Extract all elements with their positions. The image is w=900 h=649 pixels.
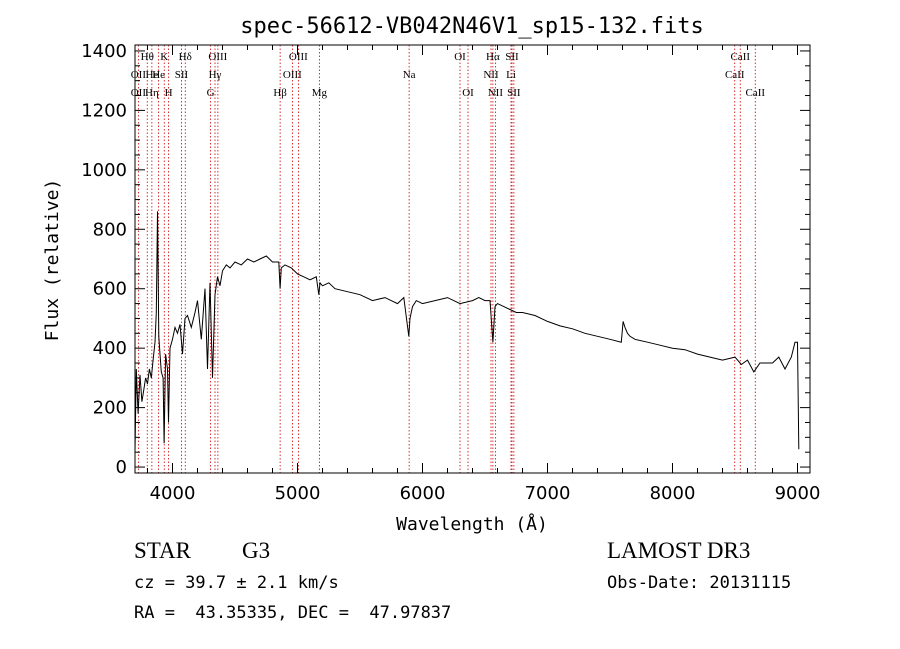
x-tick-label-6000: 6000 bbox=[400, 483, 446, 504]
survey-name: LAMOST DR3 bbox=[607, 538, 751, 563]
line-label-12: G bbox=[207, 87, 215, 99]
y-axis-ticks: 0 200 400 600 800 1000 1200 1400 bbox=[81, 41, 810, 478]
y-tick-label-600: 600 bbox=[93, 279, 127, 300]
coordinates: RA = 43.35335, DEC = 47.97837 bbox=[134, 603, 452, 623]
line-label-26: CaII bbox=[730, 51, 750, 63]
line-label-8: Hδ bbox=[179, 51, 192, 63]
line-label-13: Hβ bbox=[273, 87, 287, 99]
line-label-23: SII bbox=[505, 51, 519, 63]
x-tick-label-9000: 9000 bbox=[775, 483, 821, 504]
line-label-17: Na bbox=[403, 69, 416, 81]
line-label-24: Li bbox=[506, 69, 516, 81]
line-label-9: SII bbox=[175, 69, 189, 81]
line-label-10: OIII bbox=[208, 51, 227, 63]
line-label-21: NII bbox=[483, 69, 499, 81]
line-label-18: OI bbox=[454, 51, 466, 63]
line-label-15: OIII bbox=[283, 69, 302, 81]
y-tick-label-1200: 1200 bbox=[81, 100, 127, 121]
line-label-14: OIII bbox=[289, 51, 308, 63]
spectral-subclass: G3 bbox=[242, 538, 271, 563]
y-tick-label-400: 400 bbox=[93, 338, 127, 359]
line-label-28: CaII bbox=[745, 87, 765, 99]
line-label-6: He bbox=[152, 69, 165, 81]
object-type: STAR bbox=[134, 538, 191, 563]
x-axis-title: Wavelength (Å) bbox=[396, 513, 548, 535]
y-tick-label-200: 200 bbox=[93, 398, 127, 419]
line-label-1: OII bbox=[131, 69, 147, 81]
observation-date: Obs-Date: 20131115 bbox=[607, 573, 792, 593]
x-tick-label-8000: 8000 bbox=[650, 483, 696, 504]
line-label-2: OII bbox=[131, 87, 147, 99]
y-axis-title: Flux (relative) bbox=[42, 179, 63, 342]
spectral-line-markers bbox=[137, 45, 756, 473]
line-label-4: Hη bbox=[145, 87, 159, 99]
plot-frame bbox=[134, 44, 811, 474]
line-label-25: SII bbox=[507, 87, 521, 99]
y-tick-label-1000: 1000 bbox=[81, 160, 127, 181]
line-label-5: K bbox=[160, 51, 168, 63]
redshift-velocity: cz = 39.7 ± 2.1 km/s bbox=[134, 573, 339, 593]
line-label-16: Mg bbox=[312, 87, 328, 99]
y-tick-label-800: 800 bbox=[93, 219, 127, 240]
x-tick-label-4000: 4000 bbox=[150, 483, 196, 504]
y-tick-label-1400: 1400 bbox=[81, 41, 127, 62]
y-tick-label-0: 0 bbox=[116, 457, 127, 478]
chart-title: spec-56612-VB042N46V1_sp15-132.fits bbox=[240, 14, 704, 39]
line-label-20: Hα bbox=[486, 51, 500, 63]
line-label-0: Hθ bbox=[141, 51, 154, 63]
line-label-19: OI bbox=[462, 87, 474, 99]
x-axis-ticks: 4000 5000 6000 7000 8000 9000 bbox=[147, 45, 821, 504]
line-label-3: He bbox=[145, 69, 158, 81]
line-label-7: H bbox=[165, 87, 173, 99]
x-tick-label-7000: 7000 bbox=[525, 483, 571, 504]
spectrum-series-line bbox=[134, 211, 800, 453]
line-label-22: NII bbox=[488, 87, 504, 99]
line-label-11: Hγ bbox=[209, 69, 222, 81]
x-tick-label-5000: 5000 bbox=[275, 483, 321, 504]
line-label-27: CaII bbox=[725, 69, 745, 81]
